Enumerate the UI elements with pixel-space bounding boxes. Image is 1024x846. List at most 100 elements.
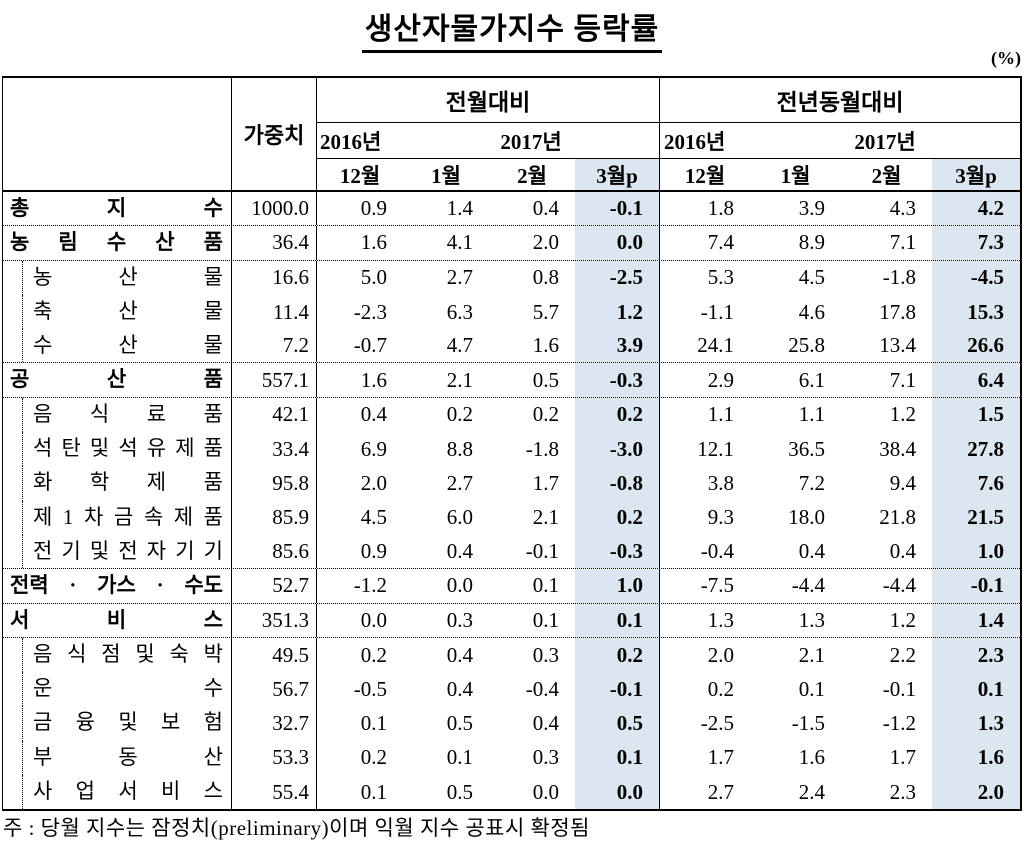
- weight-cell: 53.3: [232, 740, 317, 776]
- table-row: 석 탄 및 석 유 제 품 33.4 6.9 8.8 -1.8 -3.0 12.1 36.5 3…: [3, 432, 1020, 467]
- yoy-cell: 9.4: [889, 471, 916, 496]
- yoy-cell: 25.8: [788, 333, 825, 358]
- mom-cell-preliminary: 0.1: [575, 740, 660, 776]
- table-row: 총 지 수 1000.0 0.9 1.4 0.4 -0.1 1.8 3.9 4.3 4.2: [3, 192, 1020, 227]
- mom-cell: 0.1: [360, 779, 387, 804]
- yoy-cell: 3.8: [707, 471, 734, 496]
- yoy-cell-preliminary: 21.5: [932, 500, 1020, 535]
- yoy-cell: 7.2: [798, 471, 825, 496]
- row-label: 화 학 제 품: [3, 466, 232, 501]
- mom-cell: 0.1: [360, 711, 387, 736]
- yoy-cell: 6.1: [798, 367, 825, 392]
- yoy-year-2017-header: 2017년: [750, 123, 1020, 159]
- mom-cell: 0.2: [532, 402, 559, 427]
- yoy-cell-preliminary: 0.1: [932, 672, 1020, 707]
- mom-cell: 1.6: [532, 333, 559, 358]
- yoy-cell: -4.4: [882, 573, 916, 598]
- yoy-month-header-feb: 2월: [871, 163, 902, 188]
- row-label: 제 1 차 금 속 제 품: [3, 500, 232, 535]
- yoy-cell: 1.1: [707, 402, 734, 427]
- mom-cell: 0.4: [532, 196, 559, 221]
- table-row: 사 업 서 비 스 55.4 0.1 0.5 0.0 0.0 2.7 2.4 2.3 2.0: [3, 775, 1020, 810]
- yoy-cell: 13.4: [879, 333, 916, 358]
- yoy-cell: 3.9: [798, 196, 825, 221]
- footnote: 주 : 당월 지수는 잠정치(preliminary)이며 익월 지수 공표시 …: [3, 816, 591, 840]
- yoy-cell: 12.1: [697, 436, 734, 461]
- mom-cell-preliminary: 1.2: [575, 294, 660, 330]
- yoy-cell-preliminary: 1.0: [932, 534, 1020, 569]
- mom-cell-preliminary: -0.8: [575, 466, 660, 501]
- mom-cell-preliminary: 0.0: [575, 775, 660, 810]
- row-label: 전력 · 가스 · 수도: [3, 569, 232, 603]
- mom-cell: 0.2: [360, 745, 387, 770]
- weight-column-header: 가중치: [232, 78, 317, 190]
- yoy-cell: 1.3: [798, 607, 825, 632]
- weight-cell: 33.4: [232, 432, 317, 467]
- row-label: 농 산 물: [3, 260, 232, 295]
- yoy-cell: 0.2: [707, 676, 734, 701]
- mom-cell: 1.4: [446, 196, 473, 221]
- yoy-cell-preliminary: 15.3: [932, 294, 1020, 330]
- table-row: 음 식 점 및 숙 박 49.5 0.2 0.4 0.3 0.2 2.0 2.1 2.2 2.3: [3, 637, 1020, 673]
- mom-cell: 4.1: [446, 230, 473, 255]
- yoy-cell-preliminary: 2.3: [932, 637, 1020, 673]
- yoy-cell: 1.3: [707, 607, 734, 632]
- yoy-cell: 1.2: [889, 607, 916, 632]
- table-row: 전 기 및 전 자 기 기 85.6 0.9 0.4 -0.1 -0.3 -0.4 0.4 0.…: [3, 534, 1020, 570]
- unit-label: (%): [991, 48, 1021, 68]
- yoy-cell-preliminary: -0.1: [932, 569, 1020, 603]
- yoy-cell: -1.2: [882, 711, 916, 736]
- yoy-group-header: 전년동월대비: [660, 78, 1020, 123]
- weight-cell: 32.7: [232, 706, 317, 741]
- weight-cell: 52.7: [232, 569, 317, 603]
- yoy-cell: 36.5: [788, 436, 825, 461]
- mom-cell: -0.5: [353, 676, 387, 701]
- mom-cell-preliminary: -0.3: [575, 363, 660, 397]
- yoy-month-header-jan: 1월: [780, 163, 811, 188]
- yoy-cell: 2.4: [798, 779, 825, 804]
- table-body: 총 지 수 1000.0 0.9 1.4 0.4 -0.1 1.8 3.9 4.3 4.2 농 림 …: [3, 192, 1020, 810]
- mom-cell: 2.0: [532, 230, 559, 255]
- yoy-cell: 1.6: [798, 745, 825, 770]
- mom-cell-preliminary: -0.3: [575, 534, 660, 569]
- mom-cell-preliminary: -3.0: [575, 432, 660, 467]
- row-label: 석 탄 및 석 유 제 품: [3, 432, 232, 467]
- mom-cell-preliminary: -0.1: [575, 192, 660, 226]
- yoy-cell-preliminary: 1.6: [932, 740, 1020, 776]
- row-label: 부 동 산: [3, 740, 232, 776]
- mom-cell: 0.2: [446, 402, 473, 427]
- yoy-cell: 4.6: [798, 299, 825, 324]
- mom-cell: 0.4: [446, 539, 473, 564]
- yoy-cell: -0.4: [700, 539, 734, 564]
- mom-cell-preliminary: 1.0: [575, 569, 660, 603]
- yoy-cell: 24.1: [697, 333, 734, 358]
- mom-cell: 0.4: [360, 402, 387, 427]
- yoy-cell: 38.4: [879, 436, 916, 461]
- mom-cell: 0.5: [532, 367, 559, 392]
- yoy-cell-preliminary: 1.3: [932, 706, 1020, 741]
- table-row: 부 동 산 53.3 0.2 0.1 0.3 0.1 1.7 1.6 1.7 1.6: [3, 740, 1020, 776]
- mom-cell-preliminary: 0.2: [575, 500, 660, 535]
- yoy-cell-preliminary: 4.2: [932, 192, 1020, 226]
- yoy-month-header-dec: 12월: [684, 163, 726, 188]
- weight-cell: 557.1: [232, 363, 317, 397]
- yoy-cell-preliminary: 26.6: [932, 329, 1020, 363]
- yoy-cell: 1.2: [889, 402, 916, 427]
- yoy-month-header-mar-p: 3월p: [932, 159, 1020, 190]
- mom-cell: 0.3: [446, 607, 473, 632]
- mom-cell-preliminary: -0.1: [575, 672, 660, 707]
- page-title-wrap: 생산자물가지수 등락률: [0, 4, 1024, 53]
- table-row: 금 융 및 보 험 32.7 0.1 0.5 0.4 0.5 -2.5 -1.5 -1.2 1.3: [3, 706, 1020, 741]
- row-label: 공 산 품: [3, 363, 232, 397]
- yoy-cell: -7.5: [700, 573, 734, 598]
- weight-cell: 16.6: [232, 260, 317, 295]
- mom-year-2016-header: 2016년: [317, 123, 403, 159]
- yoy-cell: 17.8: [879, 299, 916, 324]
- row-label: 총 지 수: [3, 192, 232, 226]
- row-label: 음 식 점 및 숙 박: [3, 637, 232, 673]
- yoy-cell-preliminary: 1.4: [932, 603, 1020, 637]
- mom-cell: 0.0: [360, 607, 387, 632]
- yoy-cell: -0.1: [882, 676, 916, 701]
- mom-cell: 0.5: [446, 779, 473, 804]
